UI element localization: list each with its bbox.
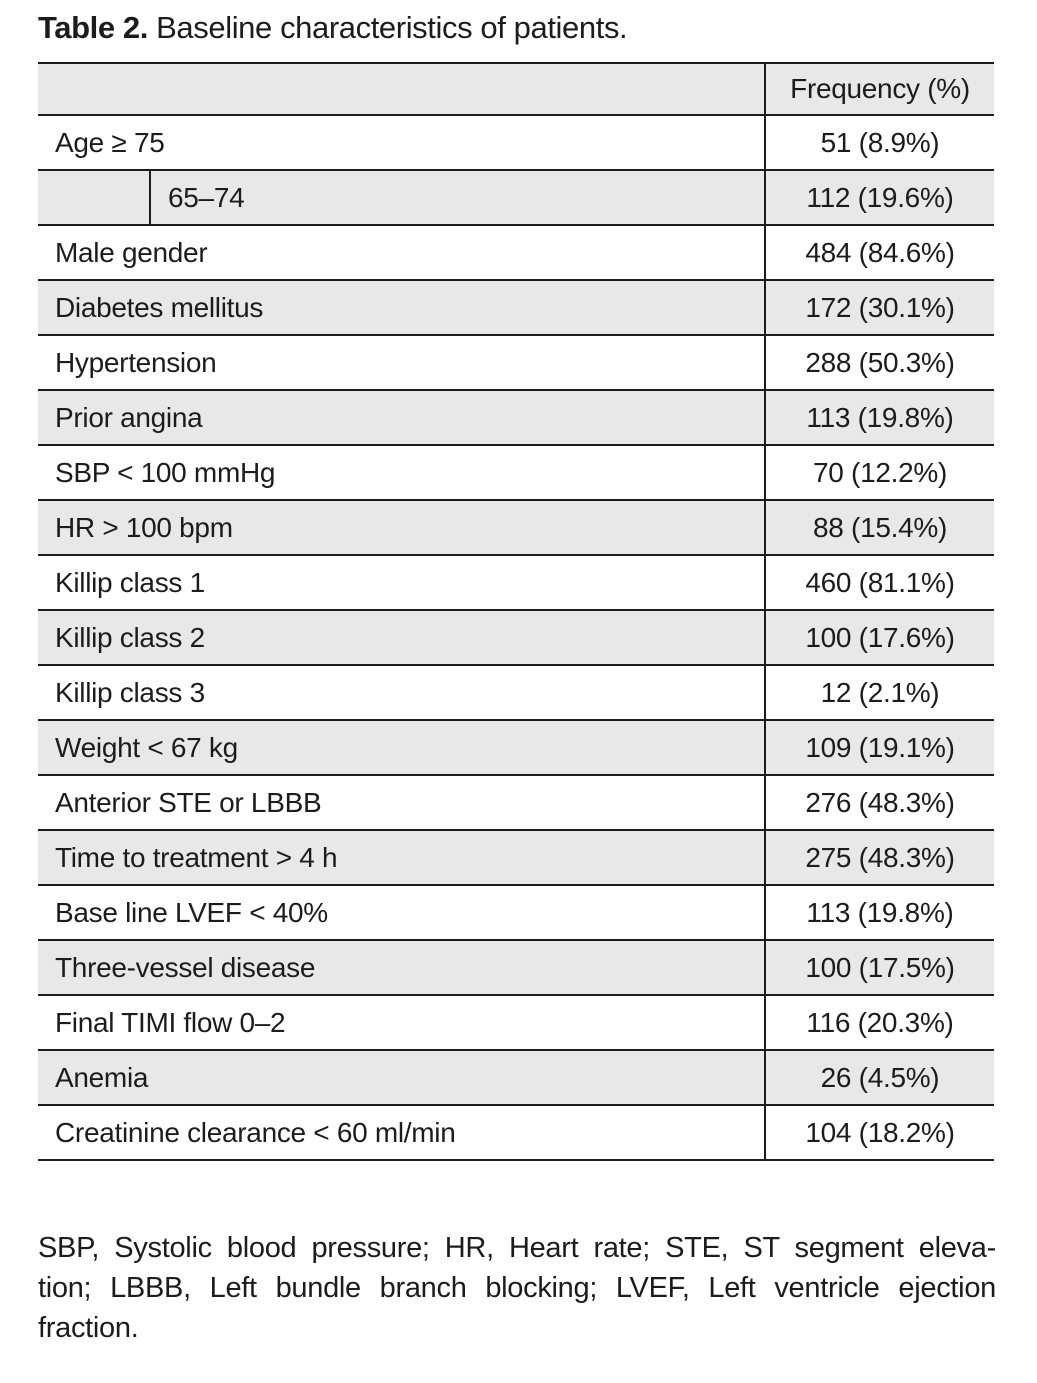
- table-row: Killip class 3 12 (2.1%): [38, 666, 994, 721]
- table-row: Diabetes mellitus 172 (30.1%): [38, 281, 994, 336]
- table-row: SBP < 100 mmHg 70 (12.2%): [38, 446, 994, 501]
- row-label-cell: Anemia: [38, 1051, 764, 1104]
- row-label: Anemia: [55, 1061, 149, 1093]
- row-value: 12 (2.1%): [764, 666, 994, 719]
- row-value: 70 (12.2%): [764, 446, 994, 499]
- row-value: 460 (81.1%): [764, 556, 994, 609]
- row-label-cell: Male gender: [38, 226, 764, 279]
- row-label: Anterior STE or LBBB: [55, 786, 322, 818]
- row-value: 275 (48.3%): [764, 831, 994, 884]
- row-label-cell: Final TIMI flow 0–2: [38, 996, 764, 1049]
- footnote-line: SBP, Systolic blood pressure; HR, Heart …: [38, 1232, 996, 1264]
- row-label-cell: Three-vessel disease: [38, 941, 764, 994]
- row-label: Prior angina: [55, 401, 203, 433]
- row-label: SBP < 100 mmHg: [55, 456, 276, 488]
- row-label-cell: Killip class 2: [38, 611, 764, 664]
- table-row: Age ≥ 75 51 (8.9%): [38, 116, 994, 171]
- row-label: Killip class 3: [55, 676, 205, 708]
- row-label: Time to treatment > 4 h: [55, 841, 338, 873]
- row-label: Diabetes mellitus: [55, 291, 264, 323]
- row-label-cell: SBP < 100 mmHg: [38, 446, 764, 499]
- row-label-cell: Age ≥ 75: [38, 116, 764, 169]
- table-row: Prior angina 113 (19.8%): [38, 391, 994, 446]
- table-caption-number: Table 2.: [38, 10, 148, 45]
- row-value: 172 (30.1%): [764, 281, 994, 334]
- table-row: Male gender 484 (84.6%): [38, 226, 994, 281]
- table-row: Weight < 67 kg 109 (19.1%): [38, 721, 994, 776]
- row-label: Killip class 1: [55, 566, 205, 598]
- row-value: 288 (50.3%): [764, 336, 994, 389]
- row-label: Killip class 2: [55, 621, 205, 653]
- row-value: 104 (18.2%): [764, 1106, 994, 1159]
- row-label: Weight < 67 kg: [55, 731, 238, 763]
- row-label-cell: 65–74: [38, 171, 764, 224]
- frequency-column-header: Frequency (%): [764, 64, 994, 114]
- row-label-cell: Anterior STE or LBBB: [38, 776, 764, 829]
- row-label: Hypertension: [55, 346, 217, 378]
- row-label: Creatinine clearance < 60 ml/min: [55, 1116, 456, 1148]
- baseline-characteristics-table: Frequency (%) Age ≥ 75 51 (8.9%) 65–74 112 …: [38, 62, 994, 1161]
- row-label-cell: Hypertension: [38, 336, 764, 389]
- table-footnote: SBP, Systolic blood pressure; HR, Heart …: [38, 1228, 996, 1348]
- table-row: Hypertension 288 (50.3%): [38, 336, 994, 391]
- row-value: 484 (84.6%): [764, 226, 994, 279]
- row-value: 100 (17.6%): [764, 611, 994, 664]
- table-row: Anemia 26 (4.5%): [38, 1051, 994, 1106]
- row-label-cell: Killip class 1: [38, 556, 764, 609]
- row-label-cell: Diabetes mellitus: [38, 281, 764, 334]
- table-caption: Table 2. Baseline characteristics of pat…: [38, 10, 628, 46]
- table-row: Creatinine clearance < 60 ml/min 104 (18.…: [38, 1106, 994, 1161]
- table-row: Killip class 2 100 (17.6%): [38, 611, 994, 666]
- row-label-cell: Prior angina: [38, 391, 764, 444]
- table-row: HR > 100 bpm 88 (15.4%): [38, 501, 994, 556]
- row-label: Three-vessel disease: [55, 951, 316, 983]
- row-label-cell: Creatinine clearance < 60 ml/min: [38, 1106, 764, 1159]
- row-label: Age ≥ 75: [55, 126, 165, 158]
- table-header-row: Frequency (%): [38, 64, 994, 116]
- row-value: 51 (8.9%): [764, 116, 994, 169]
- table-row: Killip class 1 460 (81.1%): [38, 556, 994, 611]
- row-value: 88 (15.4%): [764, 501, 994, 554]
- header-empty-cell: [38, 64, 764, 114]
- table-row: Base line LVEF < 40% 113 (19.8%): [38, 886, 994, 941]
- row-label-cell: Killip class 3: [38, 666, 764, 719]
- row-label-cell: HR > 100 bpm: [38, 501, 764, 554]
- table-row: 65–74 112 (19.6%): [38, 171, 994, 226]
- indent-spacer: [38, 171, 151, 224]
- row-value: 112 (19.6%): [764, 171, 994, 224]
- row-value: 109 (19.1%): [764, 721, 994, 774]
- table-row: Final TIMI flow 0–2 116 (20.3%): [38, 996, 994, 1051]
- row-label-cell: Weight < 67 kg: [38, 721, 764, 774]
- row-label: HR > 100 bpm: [55, 511, 233, 543]
- footnote-line: fraction.: [38, 1312, 139, 1344]
- table-row: Anterior STE or LBBB 276 (48.3%): [38, 776, 994, 831]
- row-value: 113 (19.8%): [764, 886, 994, 939]
- table-row: Three-vessel disease 100 (17.5%): [38, 941, 994, 996]
- table-row: Time to treatment > 4 h 275 (48.3%): [38, 831, 994, 886]
- footnote-line: tion; LBBB, Left bundle branch blocking;…: [38, 1272, 996, 1304]
- row-label-cell: Time to treatment > 4 h: [38, 831, 764, 884]
- row-value: 26 (4.5%): [764, 1051, 994, 1104]
- row-label: Base line LVEF < 40%: [55, 896, 328, 928]
- table-caption-text: Baseline characteristics of patients.: [147, 10, 628, 45]
- row-label-cell: Base line LVEF < 40%: [38, 886, 764, 939]
- row-label: Male gender: [55, 236, 208, 268]
- row-label: Final TIMI flow 0–2: [55, 1006, 286, 1038]
- row-value: 116 (20.3%): [764, 996, 994, 1049]
- row-value: 113 (19.8%): [764, 391, 994, 444]
- table-body: Age ≥ 75 51 (8.9%) 65–74 112 (19.6%) Male ge…: [38, 116, 994, 1161]
- row-value: 276 (48.3%): [764, 776, 994, 829]
- row-label: 65–74: [168, 181, 245, 213]
- row-value: 100 (17.5%): [764, 941, 994, 994]
